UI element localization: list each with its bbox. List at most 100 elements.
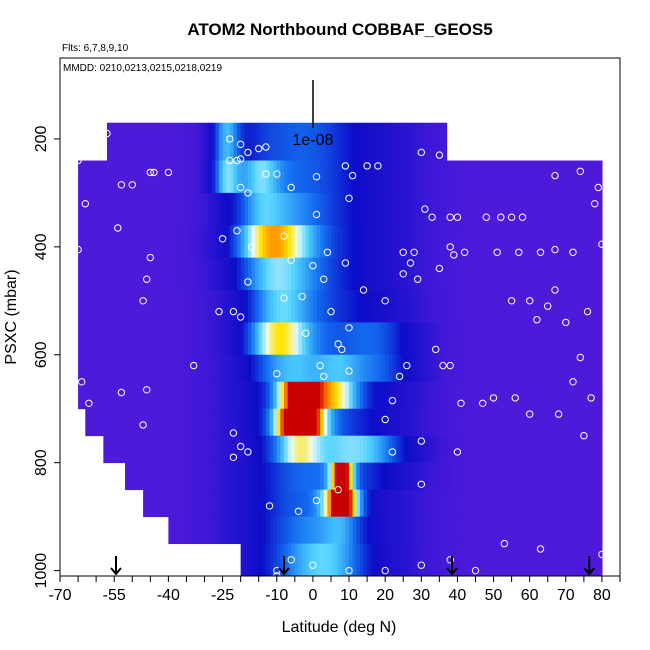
heatmap-cell [312,290,318,323]
heatmap-cell [330,435,336,464]
heatmap-cell [150,257,155,291]
heatmap-cell [533,257,538,291]
heatmap-cell [536,354,542,383]
data-point [229,307,238,316]
heatmap-cell [576,290,581,323]
heatmap-cell [435,435,440,464]
heatmap-cell [594,408,599,437]
heatmap-cell [211,408,216,437]
heatmap-cell [432,516,437,545]
heatmap-cell [327,192,332,226]
heatmap-cell [146,408,151,437]
heatmap-cell [312,435,318,464]
heatmap-cell [110,225,115,259]
heatmap-cell [529,543,534,577]
data-point [406,259,415,267]
heatmap-cell [92,408,97,437]
heatmap-cell [558,192,563,226]
heatmap-cell [435,381,440,410]
data-point [262,170,270,178]
heatmap-cell [125,354,130,383]
heatmap-cell [215,122,220,161]
heatmap-cell [439,543,444,577]
heatmap-cell [193,257,198,291]
heatmap-cell [399,516,404,545]
heatmap-cell [544,435,549,464]
heatmap-cell [461,192,466,226]
heatmap-cell [486,462,491,491]
data-point [143,275,151,283]
heatmap-cell [240,408,245,437]
heatmap-cell [352,543,357,577]
heatmap-cell [157,290,162,323]
heatmap-cell [92,381,97,410]
heatmap-cell [500,489,505,518]
heatmap-cell [414,192,419,226]
x-tick-label: -10 [265,587,288,604]
heatmap-cell [316,122,321,161]
heatmap-cell [529,290,534,323]
heatmap-cell [554,192,560,226]
heatmap-cell [406,543,412,577]
heatmap-cell [392,290,397,323]
heatmap-cell [269,225,274,259]
heatmap-cell [526,381,531,410]
heatmap-cell [439,462,444,491]
heatmap-cell [291,225,296,259]
heatmap-cell [396,225,401,259]
heatmap-cell [334,516,339,545]
heatmap-cell [349,322,354,356]
heatmap-cell [388,354,393,383]
heatmap-cell [482,192,487,226]
heatmap-cell [522,381,527,410]
heatmap-cell [497,192,502,226]
heatmap-cell [218,160,224,194]
heatmap-cell [471,462,477,491]
heatmap-cell [388,408,393,437]
heatmap-cell [388,381,393,410]
heatmap-cell [511,354,516,383]
heatmap-cell [284,381,289,410]
heatmap-cell [345,516,350,545]
heatmap-cell [128,435,133,464]
heatmap-cell [233,516,238,545]
heatmap-cell [417,543,422,577]
heatmap-cell [330,489,336,518]
heatmap-cell [262,435,267,464]
heatmap-cell [302,381,307,410]
heatmap-cell [558,257,563,291]
heatmap-cell [143,489,148,518]
heatmap-cell [547,354,552,383]
heatmap-cell [262,257,267,291]
heatmap-cell [294,160,300,194]
heatmap-cell [497,462,502,491]
heatmap-cell [312,354,318,383]
heatmap-cell [406,489,412,518]
heatmap-cell [356,435,361,464]
heatmap-cell [341,516,347,545]
heatmap-cell [117,160,123,194]
data-point [70,170,79,178]
heatmap-cell [135,192,141,226]
data-point [515,248,523,257]
heatmap-cell [453,257,459,291]
heatmap-cell [551,435,556,464]
heatmap-cell [522,408,527,437]
heatmap-cell [121,257,126,291]
heatmap-cell [359,322,365,356]
heatmap-cell [334,408,339,437]
heatmap-cell [150,122,155,161]
heatmap-cell [323,160,328,194]
heatmap-cell [504,408,509,437]
heatmap-cell [276,192,281,226]
heatmap-cell [529,192,534,226]
heatmap-cell [497,489,502,518]
heatmap-cell [273,489,278,518]
heatmap-cell [432,322,437,356]
heatmap-cell [276,543,281,577]
heatmap-cell [399,543,404,577]
heatmap-cell [396,516,401,545]
heatmap-cell [385,543,390,577]
heatmap-cell [381,322,386,356]
heatmap-cell [121,408,126,437]
